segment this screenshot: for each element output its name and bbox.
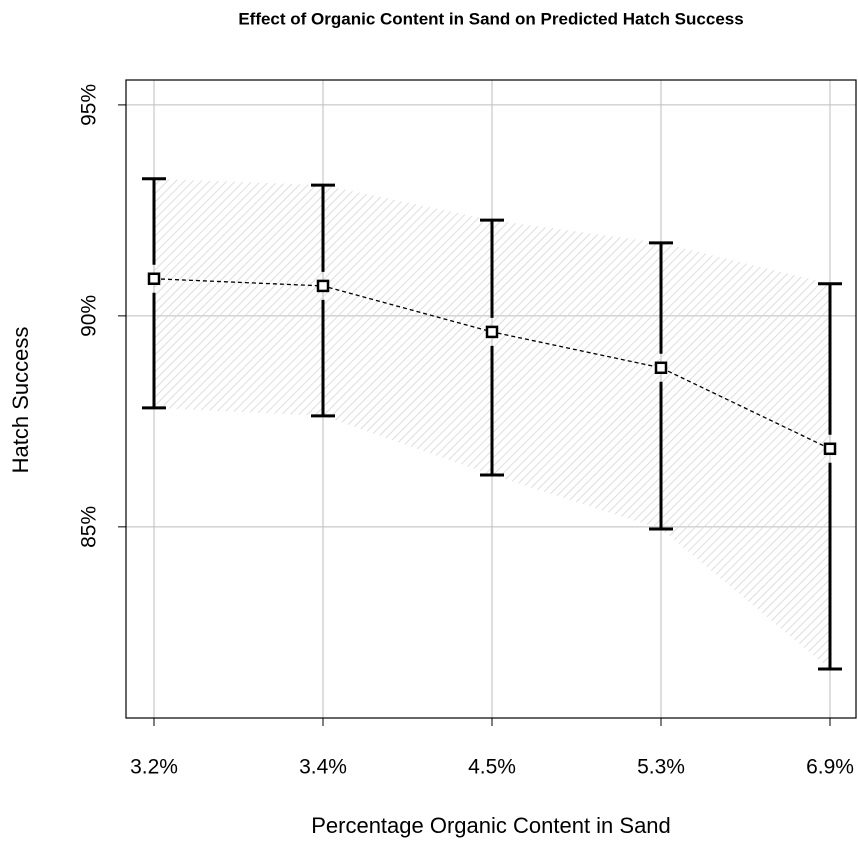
x-tick-label: 6.9% xyxy=(806,756,854,779)
marks-layer: 85% 90% 95% 3.2% 3.4% 4.5% 5.3% 6.9% xyxy=(78,79,857,779)
x-tick-label: 3.2% xyxy=(130,756,178,779)
point-marker xyxy=(316,279,330,293)
y-tick-label: 95% xyxy=(78,84,101,126)
y-tick-label: 85% xyxy=(78,506,101,548)
x-axis-label: Percentage Organic Content in Sand xyxy=(311,813,671,838)
x-tick-label: 3.4% xyxy=(299,756,347,779)
point-marker xyxy=(485,325,499,339)
point-marker xyxy=(823,442,837,456)
plot-frame xyxy=(125,79,857,719)
x-tick-label: 5.3% xyxy=(637,756,685,779)
y-tick-label: 90% xyxy=(78,295,101,337)
x-tick-label: 4.5% xyxy=(468,756,516,779)
point-marker xyxy=(147,272,161,285)
y-axis-label: Hatch Success xyxy=(8,327,33,474)
point-marker xyxy=(654,361,668,375)
chart-title: Effect of Organic Content in Sand on Pre… xyxy=(238,9,743,28)
